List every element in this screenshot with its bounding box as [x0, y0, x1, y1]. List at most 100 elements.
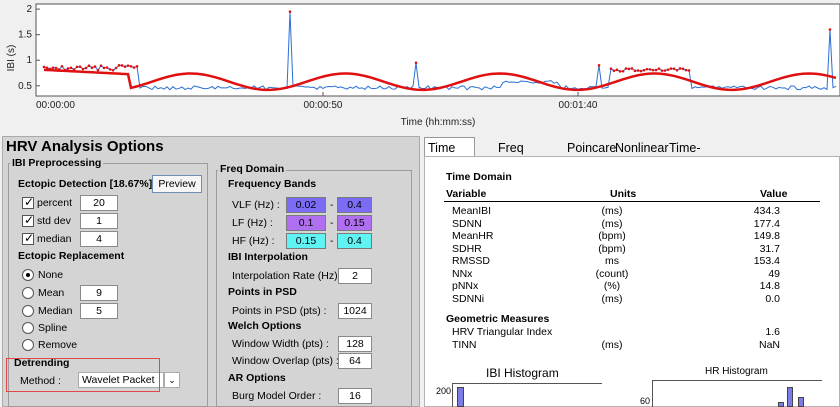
time-domain-variable-cell: SDNNi: [452, 292, 485, 305]
ectopic-point: [135, 65, 139, 68]
vlf-high-input[interactable]: 0.4: [337, 197, 372, 213]
points-in-psd-input[interactable]: 1024: [338, 303, 372, 319]
geometric-value-cell: NaN: [758, 338, 780, 351]
ectopic-point: [114, 66, 118, 70]
time-domain-section-title: Time Domain: [446, 171, 512, 183]
welch-options-label: Welch Options: [228, 320, 302, 332]
tab-freq-domain[interactable]: Freq Domain: [498, 141, 541, 175]
ectopic-point: [69, 66, 73, 70]
checkmark-icon: ✓: [24, 213, 35, 227]
geometric-variable-cell: HRV Triangular Index: [452, 326, 553, 338]
radio-mean[interactable]: [22, 287, 34, 299]
std-dev-checkbox[interactable]: ✓: [22, 213, 35, 227]
y-tick-label: 0.5: [18, 81, 32, 92]
radio-spline[interactable]: [22, 322, 34, 334]
ectopic-point: [624, 67, 628, 70]
window-width-input[interactable]: 128: [338, 336, 372, 352]
ectopic-point: [102, 66, 106, 70]
variable-header: Variable: [446, 188, 487, 200]
plot-axes-box: [35, 3, 840, 97]
radio-remove[interactable]: [22, 339, 34, 351]
ectopic-point: [675, 68, 679, 72]
method-label: Method :: [20, 375, 61, 387]
lf-high-input[interactable]: 0.15: [337, 215, 372, 231]
radio-selected-dot: [26, 273, 30, 277]
ectopic-point: [414, 61, 418, 65]
hr-histogram-y-tick: 60: [640, 396, 651, 406]
hf-high-input[interactable]: 0.4: [337, 233, 372, 249]
ectopic-point: [117, 64, 121, 67]
radio-remove-label: Remove: [38, 339, 78, 351]
frequency-bands-label: Frequency Bands: [228, 178, 317, 190]
time-domain-value-cell: 31.7: [759, 242, 780, 255]
method-select[interactable]: Wavelet Packet: [78, 372, 164, 388]
tab-poincare[interactable]: Poincare: [567, 141, 617, 155]
ectopic-point: [132, 66, 136, 69]
y-ticks: 2 1.5 1 0.5: [18, 4, 40, 92]
radio-none-label: None: [38, 269, 64, 281]
preview-button[interactable]: Preview: [152, 175, 202, 193]
ectopic-points: [42, 10, 832, 73]
ectopic-point: [630, 67, 634, 70]
hf-low-input[interactable]: 0.15: [286, 233, 326, 249]
ibi-plot[interactable]: 2 1.5 1 0.5 00:00:00 00:00:50 00:01:40 IBI (s…: [0, 0, 840, 130]
y-tick-label: 1.5: [18, 30, 32, 41]
hr-histogram-bar: [778, 402, 784, 407]
std-dev-label: std dev: [37, 215, 71, 227]
y-tick-label: 1: [26, 55, 32, 66]
trend-series-line: [43, 68, 837, 92]
value-header: Value: [760, 188, 788, 200]
median-input[interactable]: 4: [80, 231, 118, 247]
ectopic-point: [678, 67, 682, 70]
percent-checkbox[interactable]: ✓: [22, 195, 34, 209]
std-dev-input[interactable]: 1: [80, 213, 118, 229]
radio-median[interactable]: [22, 305, 34, 317]
ectopic-point: [597, 64, 601, 67]
ectopic-point: [642, 68, 646, 72]
time-domain-variable-cell: pNNx: [452, 280, 479, 292]
ectopic-point: [663, 69, 667, 72]
percent-label: percent: [37, 197, 73, 209]
time-domain-variable-cell: SDNN: [452, 217, 482, 230]
ectopic-point: [654, 68, 658, 72]
window-overlap-input[interactable]: 64: [338, 353, 372, 369]
interp-rate-input[interactable]: 2: [338, 268, 372, 284]
time-domain-variable-cell: NNx: [452, 267, 473, 280]
tab-time-freq[interactable]: Time-Freq: [669, 141, 701, 175]
x-axis-label: Time (hh:mm:ss): [401, 117, 476, 128]
time-domain-units-cell: (ms): [601, 205, 623, 217]
time-domain-panel: [424, 156, 840, 407]
burg-order-input[interactable]: 16: [338, 388, 372, 404]
ectopic-point: [621, 69, 625, 73]
median-label: median: [37, 233, 72, 245]
ibi-interpolation-label: IBI Interpolation: [228, 251, 308, 263]
ibi-preprocessing-title: IBI Preprocessing: [10, 157, 104, 169]
window-overlap-label: Window Overlap (pts) :: [232, 355, 339, 367]
vlf-low-input[interactable]: 0.02: [286, 197, 326, 213]
time-domain-value-cell: 49: [768, 267, 780, 280]
detrending-highlight-box: [6, 358, 160, 392]
lf-low-input[interactable]: 0.1: [286, 215, 326, 231]
window-width-label: Window Width (pts) :: [232, 338, 329, 350]
ectopic-point: [78, 65, 82, 68]
lf-label: LF (Hz) :: [232, 217, 273, 229]
chevron-down-icon[interactable]: ⌄: [164, 372, 180, 388]
ibi-histogram-y-tick: 200: [436, 386, 452, 396]
geometric-measures-title: Geometric Measures: [446, 313, 550, 325]
tab-nonlinear[interactable]: Nonlinear: [615, 141, 669, 155]
radio-none[interactable]: [22, 269, 34, 281]
geometric-value-cell: 1.6: [765, 326, 780, 338]
ectopic-point: [666, 68, 670, 71]
percent-input[interactable]: 20: [80, 195, 118, 211]
ectopic-replacement-label: Ectopic Replacement: [18, 250, 125, 262]
tab-time-domain[interactable]: Time Domain: [424, 137, 476, 175]
x-tick-label: 00:01:40: [559, 100, 598, 111]
mean-input[interactable]: 9: [80, 285, 118, 301]
lf-dash: -: [330, 217, 334, 229]
time-domain-units-cell: (bpm): [598, 230, 626, 242]
freq-domain-title: Freq Domain: [218, 163, 287, 175]
ectopic-point: [618, 70, 622, 73]
median-replace-input[interactable]: 5: [80, 303, 118, 319]
median-checkbox[interactable]: ✓: [22, 231, 34, 245]
ibi-plot-svg: 2 1.5 1 0.5 00:00:00 00:00:50 00:01:40 IBI (s…: [6, 3, 840, 128]
